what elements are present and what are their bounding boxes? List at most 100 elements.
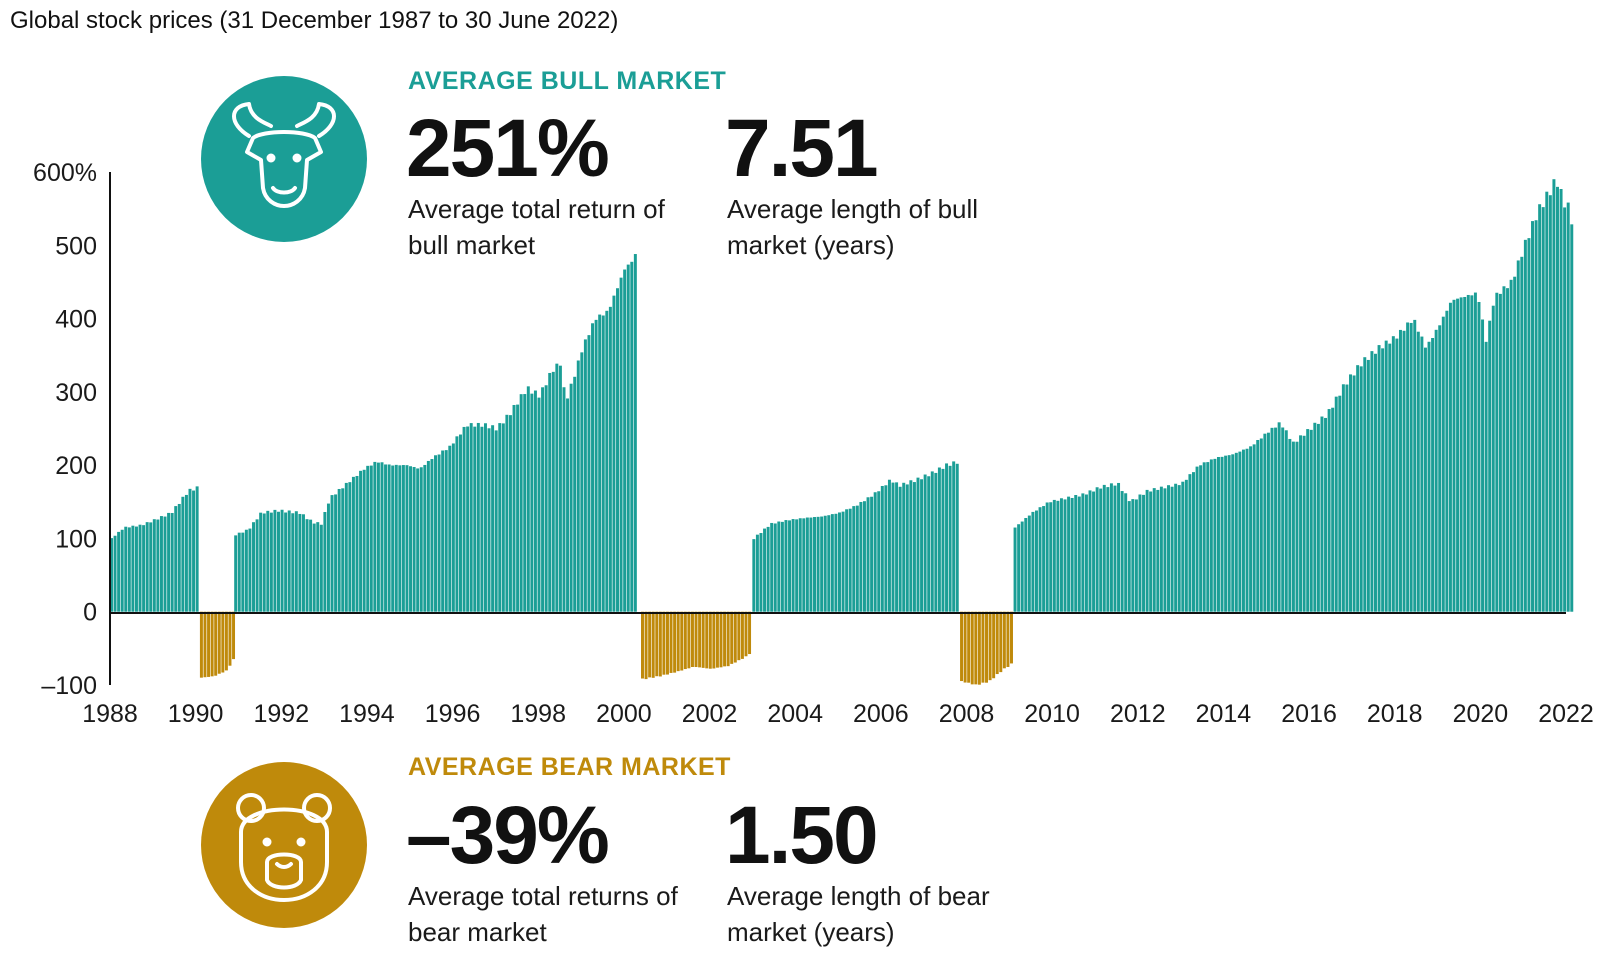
bull-market-bar <box>830 514 834 612</box>
bull-market-bar <box>805 517 809 612</box>
bull-market-bar <box>1034 510 1038 612</box>
bull-market-bar <box>195 486 199 612</box>
bear-market-bar <box>1010 611 1013 664</box>
bull-market-bar <box>380 462 384 612</box>
bull-market-bar <box>1334 396 1338 612</box>
bull-market-bar <box>1056 500 1060 612</box>
bull-market-bar <box>366 465 370 612</box>
bull-market-bar <box>376 462 380 612</box>
bull-market-bar <box>1127 501 1131 612</box>
bull-market-bar <box>780 521 784 612</box>
bull-market-bar <box>508 415 512 612</box>
bull-market-bar <box>1374 353 1377 612</box>
bull-market-bar <box>1498 293 1502 612</box>
bull-market-bar <box>127 527 131 612</box>
bear-market-bar <box>644 611 648 680</box>
bull-market-bar <box>277 511 280 612</box>
bull-market-bar <box>838 512 841 612</box>
bull-market-bar <box>809 517 813 612</box>
bull-market-bar <box>1281 427 1285 612</box>
bear-market-bar <box>651 611 655 678</box>
bull-market-bar <box>273 509 277 612</box>
bear-market-bar <box>737 611 741 661</box>
bull-market-bar <box>884 485 888 612</box>
bull-market-bar <box>1263 433 1267 612</box>
bull-market-bar <box>920 479 924 612</box>
bull-market-bar <box>1377 345 1381 612</box>
bull-market-bar <box>1274 427 1278 612</box>
bull-market-bar <box>1017 524 1021 612</box>
bull-market-bar <box>188 488 192 612</box>
bear-market-bar <box>712 611 716 669</box>
y-tick-label: 200 <box>55 452 97 480</box>
bull-market-bar <box>1395 338 1399 612</box>
bull-market-bar <box>1084 494 1088 612</box>
bull-market-bar <box>1456 298 1460 612</box>
bear-market-bar <box>988 611 992 681</box>
bull-market-bar <box>887 479 891 612</box>
bull-market-bar <box>1481 319 1485 612</box>
bull-market-bar <box>1181 481 1185 612</box>
y-tick-label: 500 <box>55 232 97 260</box>
bear-market-bar <box>730 611 734 664</box>
bull-market-bar <box>269 512 273 612</box>
bull-market-bar <box>1213 458 1217 612</box>
bull-market-bar <box>498 423 502 612</box>
bear-market-bar <box>690 611 694 667</box>
bull-market-bar <box>1324 417 1328 612</box>
bear-market-bar <box>708 611 712 669</box>
bull-market-bar <box>1156 489 1160 612</box>
bull-market-bar <box>763 528 767 612</box>
bull-market-bar <box>619 277 623 612</box>
bear-market-bar <box>210 611 214 677</box>
bear-market-bar <box>687 611 691 669</box>
x-tick-label: 1994 <box>339 700 395 728</box>
bull-market-bar <box>1413 319 1417 612</box>
x-tick-label: 2002 <box>682 700 738 728</box>
bull-market-bar <box>1359 366 1363 612</box>
bear-market-bar <box>641 611 644 679</box>
bull-market-bar <box>1031 511 1035 612</box>
bull-market-bar <box>1313 422 1317 612</box>
bull-market-bar <box>1473 292 1477 612</box>
bear-market-bar <box>733 611 737 663</box>
bull-market-bar <box>163 516 167 612</box>
bull-market-bar <box>555 363 559 612</box>
bull-market-bar <box>145 522 149 612</box>
y-tick-label: 100 <box>55 525 97 553</box>
bull-market-bar <box>594 319 598 612</box>
bull-market-bar <box>1302 435 1306 612</box>
bull-market-bar <box>337 488 341 612</box>
bull-market-bar <box>117 531 121 612</box>
bull-market-bar <box>1192 472 1195 612</box>
bull-market-bar <box>1327 409 1331 612</box>
x-tick-label: 1988 <box>82 700 138 728</box>
bull-market-bar <box>287 510 291 612</box>
bull-market-bar <box>110 538 113 612</box>
bull-market-bar <box>1320 416 1324 612</box>
bull-market-bar <box>177 503 181 612</box>
bull-market-bar <box>1352 375 1356 612</box>
bull-icon <box>232 102 336 208</box>
bull-market-bar <box>955 463 959 612</box>
bull-market-bar <box>1249 446 1253 612</box>
bull-market-bar <box>623 269 627 612</box>
bull-market-bar <box>612 295 616 612</box>
bull-market-bar <box>1388 343 1392 612</box>
bull-market-bar <box>1381 348 1385 612</box>
bear-market-bar <box>669 611 673 673</box>
bull-market-bar <box>1406 322 1410 612</box>
bull-market-bar <box>1266 432 1270 612</box>
bull-market-bar <box>862 501 866 612</box>
bull-market-bar <box>852 506 856 612</box>
bull-return-value: 251% <box>406 103 610 194</box>
bull-market-bar <box>434 455 437 612</box>
bull-market-bar <box>1306 429 1310 612</box>
bull-market-bar <box>351 476 355 612</box>
bull-market-bar <box>1099 488 1103 612</box>
bull-market-bar <box>149 522 153 612</box>
bull-market-bar <box>1092 491 1096 612</box>
bull-market-bar <box>294 511 298 612</box>
y-tick-label: –100 <box>41 672 97 700</box>
bull-market-bar <box>1163 488 1167 612</box>
